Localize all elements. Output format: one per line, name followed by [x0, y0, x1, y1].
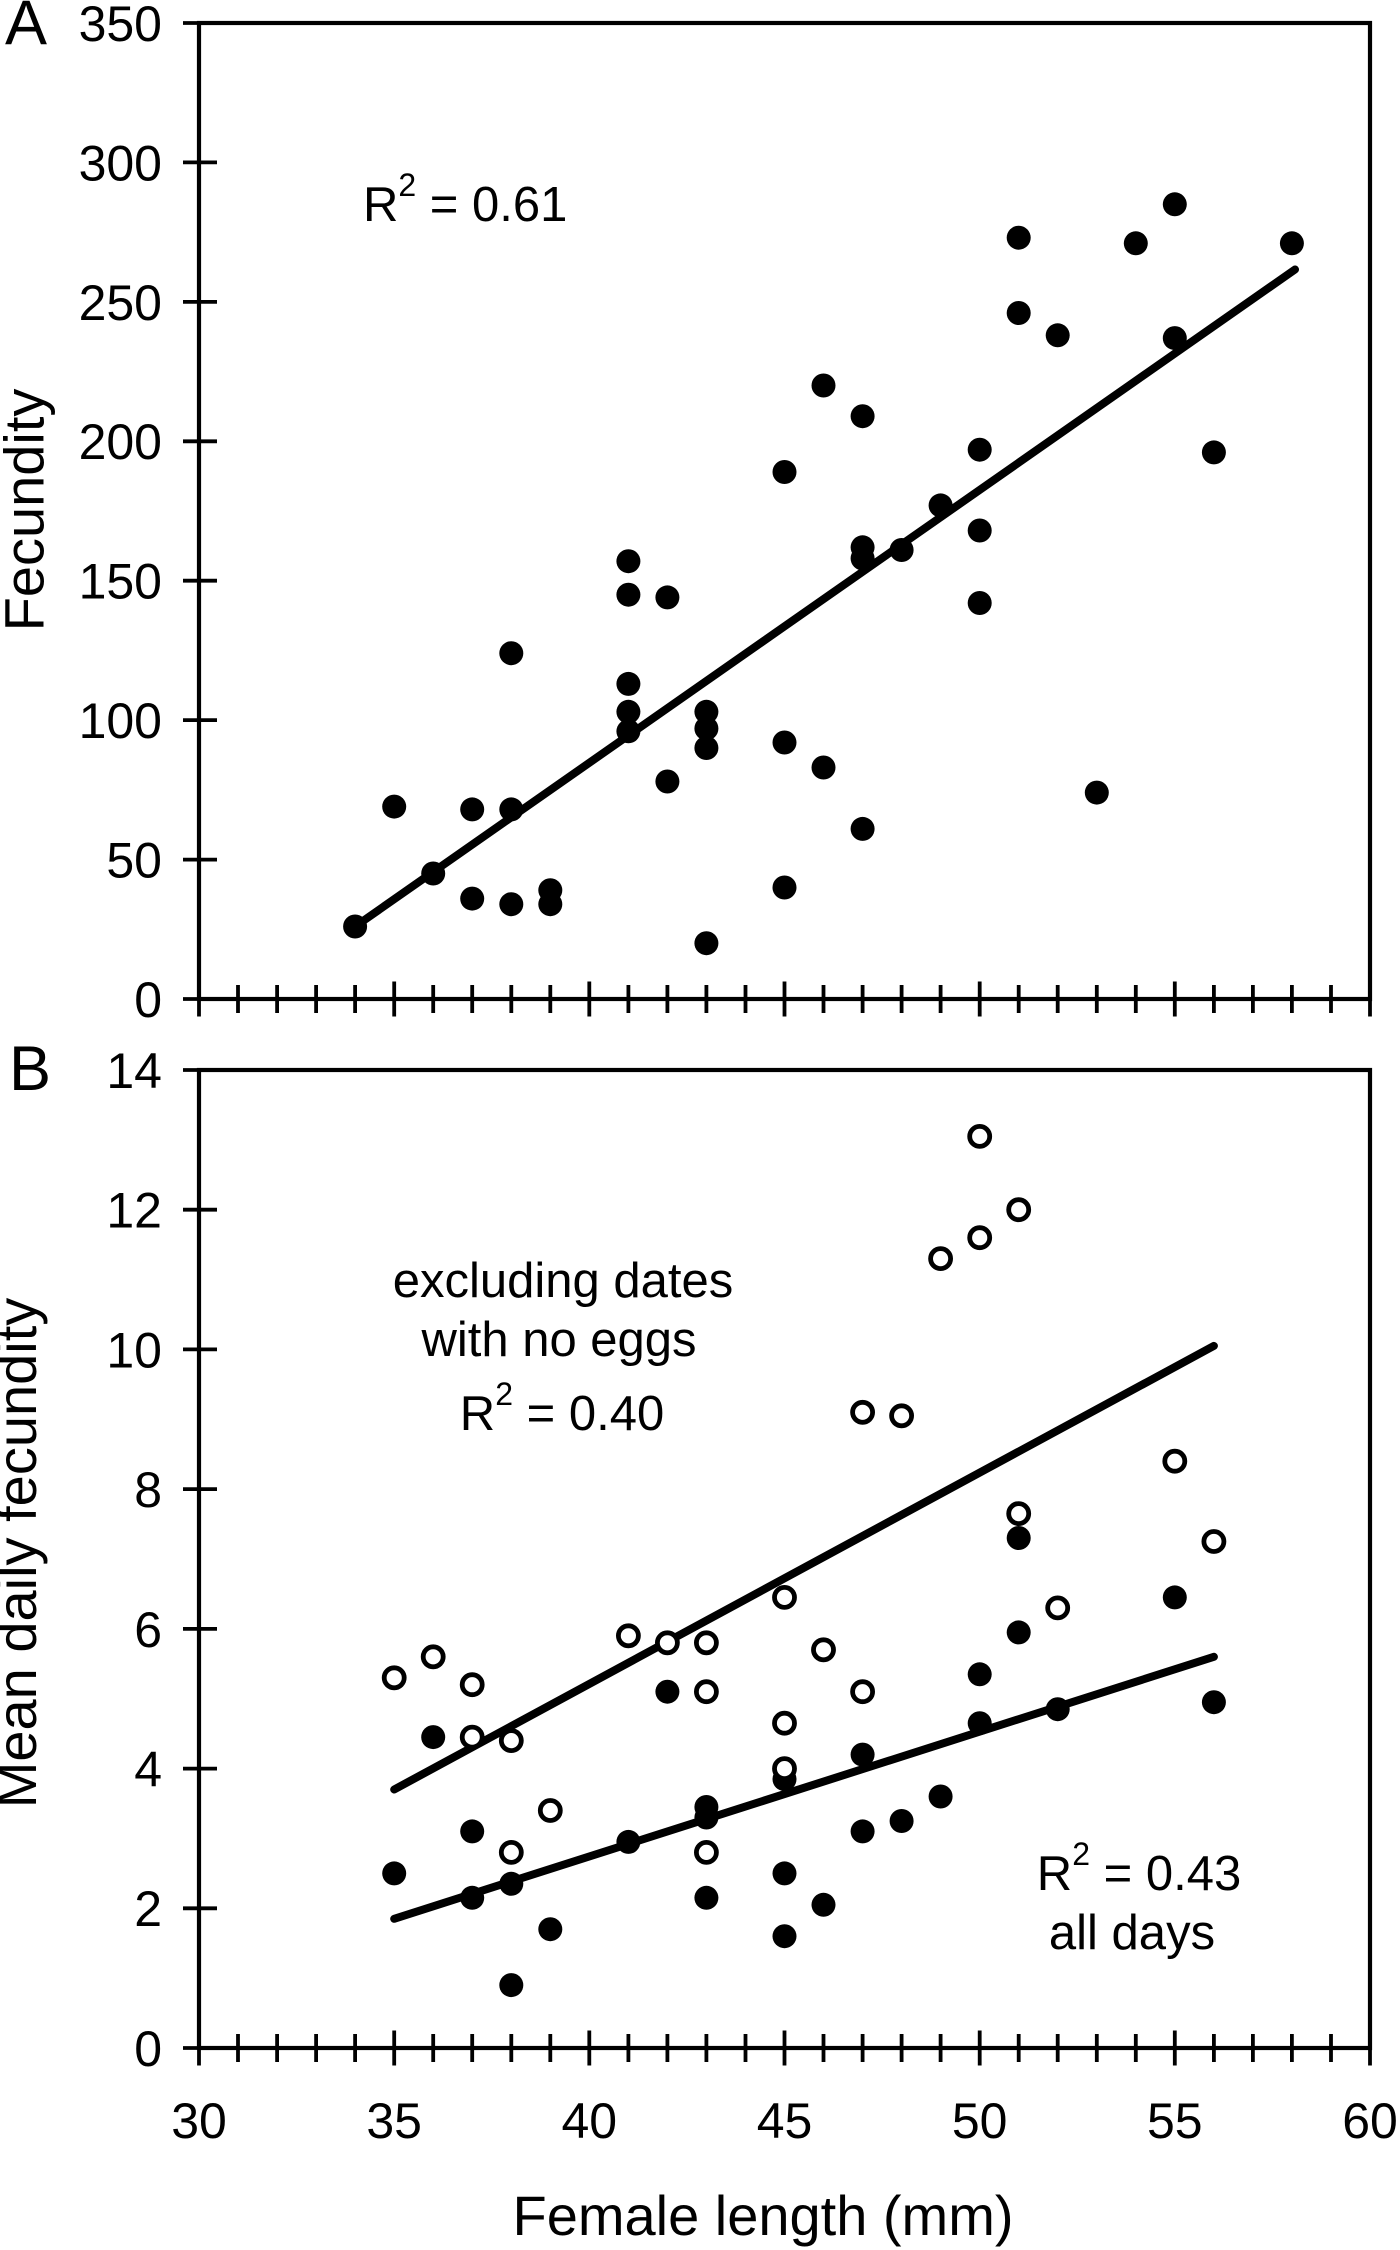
- svg-text:200: 200: [79, 414, 162, 470]
- svg-text:with no eggs: with no eggs: [420, 1313, 696, 1367]
- svg-text:0: 0: [134, 2021, 162, 2077]
- svg-text:Female length (mm): Female length (mm): [512, 2184, 1013, 2247]
- svg-text:R2 = 0.43: R2 = 0.43: [1037, 1836, 1241, 1901]
- svg-text:350: 350: [79, 0, 162, 52]
- svg-text:50: 50: [952, 2093, 1008, 2149]
- svg-text:300: 300: [79, 135, 162, 191]
- svg-text:60: 60: [1342, 2093, 1398, 2149]
- svg-text:250: 250: [79, 275, 162, 331]
- svg-text:A: A: [5, 0, 47, 58]
- svg-text:6: 6: [134, 1602, 162, 1658]
- svg-text:Fecundity: Fecundity: [0, 389, 56, 632]
- svg-text:30: 30: [171, 2093, 227, 2149]
- svg-text:10: 10: [106, 1322, 162, 1378]
- svg-text:150: 150: [79, 554, 162, 610]
- svg-text:all days: all days: [1049, 1906, 1215, 1960]
- svg-text:55: 55: [1147, 2093, 1203, 2149]
- svg-text:50: 50: [106, 833, 162, 889]
- svg-text:45: 45: [757, 2093, 813, 2149]
- svg-text:excluding dates: excluding dates: [393, 1254, 734, 1308]
- svg-text:8: 8: [134, 1462, 162, 1518]
- svg-text:2: 2: [134, 1881, 162, 1937]
- svg-text:40: 40: [561, 2093, 617, 2149]
- svg-text:14: 14: [106, 1043, 162, 1099]
- svg-text:100: 100: [79, 693, 162, 749]
- svg-text:12: 12: [106, 1183, 162, 1239]
- svg-text:Mean daily fecundity: Mean daily fecundity: [0, 1298, 48, 1809]
- svg-text:35: 35: [366, 2093, 422, 2149]
- svg-text:4: 4: [134, 1742, 162, 1798]
- svg-text:R2 = 0.40: R2 = 0.40: [460, 1376, 664, 1441]
- svg-text:R2 = 0.61: R2 = 0.61: [363, 167, 567, 232]
- svg-text:B: B: [9, 1034, 51, 1104]
- svg-text:0: 0: [134, 972, 162, 1028]
